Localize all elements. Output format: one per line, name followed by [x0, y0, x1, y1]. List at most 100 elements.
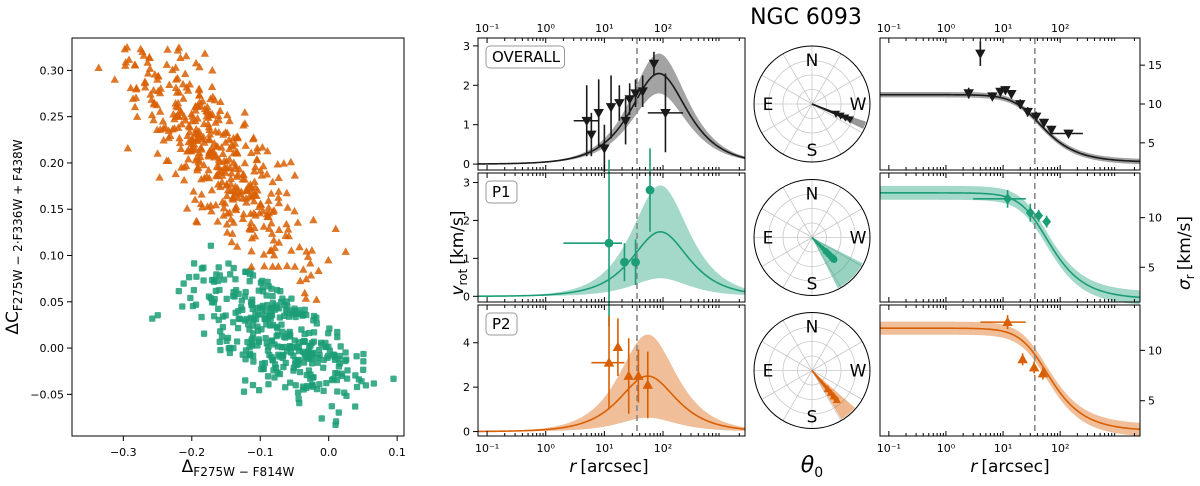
p1-scatter-point: [179, 303, 186, 310]
p2-scatter-point: [225, 144, 234, 153]
p2-scatter-point: [213, 217, 222, 225]
p2-scatter-point: [195, 90, 204, 99]
p2-scatter-point: [303, 252, 313, 260]
p2-scatter-point: [149, 115, 158, 124]
p1-scatter-point: [149, 315, 156, 322]
vrot-data-point: [620, 257, 629, 267]
p1-scatter-point: [273, 286, 281, 294]
sigma-model-band: [880, 91, 1140, 165]
p2-scatter-point: [171, 63, 180, 71]
scatter-x-tick-label: −0.2: [178, 446, 205, 459]
p2-scatter-point: [187, 109, 196, 118]
sigma-y-label-sub: r: [1183, 274, 1197, 279]
p2-scatter-point: [247, 233, 257, 242]
p1-scatter-point: [246, 278, 253, 285]
p1-scatter-point: [297, 310, 304, 317]
polar-panels: N E S W N E S W N E S W: [753, 38, 871, 436]
p1-scatter-point: [175, 287, 182, 295]
p1-scatter-point: [255, 387, 263, 394]
polar-grid-spoke: [811, 187, 842, 238]
p2-scatter-point: [246, 209, 255, 217]
vrot-y-tick-label: 3: [463, 176, 470, 189]
p2-scatter-point: [274, 173, 283, 181]
p1-scatter-point: [224, 334, 232, 342]
sigma-x-label: r [arcsec]: [970, 457, 1049, 477]
p2-scatter-point: [214, 111, 223, 120]
dispersion-panels: 10⁻¹ 10⁰ 10¹ 10² 5 10 15 5 10 10⁻¹ 10⁰ 10¹ 10² 5 10: [877, 22, 1162, 455]
vrot-panel-label-box: [485, 180, 518, 204]
p1-scatter-point: [282, 384, 289, 391]
p2-scatter-point: [215, 106, 225, 114]
p2-scatter-point: [139, 51, 148, 59]
sigma-data-point: [1000, 86, 1011, 96]
sigma-y-tick-label: 10: [1148, 344, 1162, 357]
polar-data-point: [823, 385, 832, 393]
p1-scatter-point: [335, 409, 342, 416]
p1-scatter-point: [334, 333, 341, 341]
p2-scatter-point: [156, 84, 165, 92]
scatter-x-tick-label: 0.1: [388, 446, 406, 459]
p1-scatter-point: [330, 351, 337, 358]
p1-scatter-point: [280, 363, 287, 371]
p2-scatter-point: [240, 175, 249, 183]
p2-scatter-point: [122, 43, 132, 51]
scatter-x-label-sub: F275W − F814W: [193, 465, 294, 479]
p2-scatter-point: [184, 154, 193, 163]
p1-scatter-point: [262, 334, 269, 342]
p1-scatter-point: [296, 368, 304, 376]
x-tick-label-top: 10²: [654, 22, 672, 35]
polar-grid-spoke: [811, 237, 863, 267]
sigma-data-point: [1022, 107, 1033, 118]
p2-scatter-point: [302, 247, 311, 255]
p2-scatter-point: [238, 214, 248, 222]
polar-data-point: [836, 112, 845, 120]
p2-scatter-point: [176, 108, 186, 116]
p2-scatter-point: [282, 261, 292, 270]
p2-scatter-point: [250, 177, 259, 185]
p1-scatter-point: [303, 384, 310, 392]
p1-scatter-point: [215, 264, 222, 271]
p2-scatter-point: [341, 247, 350, 255]
p2-scatter-point: [222, 220, 232, 228]
p2-scatter-point: [182, 51, 191, 60]
vrot-data-point: [637, 87, 648, 97]
vrot-data-point: [605, 103, 617, 113]
p2-scatter-point: [181, 116, 190, 124]
scatter-y-tick-label: 0.15: [40, 203, 65, 216]
vrot-panel-p1: 0 1 2 3 P1: [463, 148, 746, 327]
p1-scatter-point: [234, 324, 242, 332]
p2-scatter-point: [223, 163, 232, 172]
sigma-data-point: [1006, 90, 1017, 100]
vrot-data-point: [593, 109, 604, 119]
p2-scatter-point: [309, 215, 318, 224]
p1-scatter-point: [290, 367, 297, 374]
p2-scatter-point: [282, 188, 291, 197]
x-tick-label-bottom: 10⁰: [937, 442, 956, 455]
p2-scatter-point: [242, 198, 251, 206]
p1-scatter-point: [344, 367, 351, 374]
p1-scatter-point: [215, 316, 222, 324]
p2-scatter-point: [174, 123, 183, 131]
p2-scatter-point: [229, 142, 238, 150]
p2-scatter-point: [268, 177, 277, 186]
p2-scatter-point: [130, 60, 139, 68]
p1-scatter-point: [263, 321, 270, 328]
vrot-y-tick-label: 0: [463, 290, 470, 303]
p2-scatter-point: [218, 149, 228, 157]
sigma-data-point: [1042, 216, 1052, 228]
sigma-panel-overall: 10⁻¹ 10⁰ 10¹ 10² 5 10 15: [877, 22, 1162, 171]
p1-scatter-point: [360, 366, 367, 373]
p2-scatter-point: [290, 262, 300, 270]
p2-scatter-point: [170, 114, 179, 123]
p2-scatter-point: [282, 219, 291, 228]
sigma-model-line: [879, 93, 1141, 163]
scatter-y-tick-label: 0.25: [40, 111, 65, 124]
p1-scatter-point: [187, 294, 194, 302]
p2-scatter-point: [229, 158, 238, 166]
p2-scatter-point: [130, 102, 140, 111]
p2-scatter-point: [264, 196, 273, 204]
p1-scatter-point: [213, 271, 220, 278]
p2-scatter-point: [226, 186, 236, 195]
p2-scatter-point: [236, 189, 245, 198]
p2-scatter-point: [184, 121, 193, 130]
